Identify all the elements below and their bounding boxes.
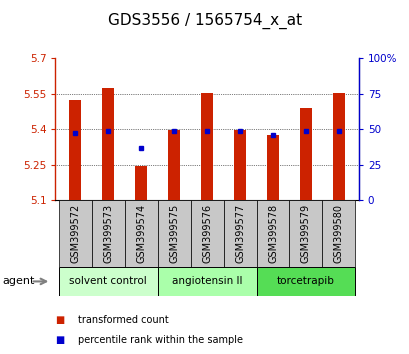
Bar: [201, 93, 212, 200]
Bar: [322, 200, 355, 267]
Text: solvent control: solvent control: [69, 276, 147, 286]
Text: agent: agent: [2, 276, 34, 286]
Bar: [157, 200, 190, 267]
Text: GSM399576: GSM399576: [202, 204, 211, 263]
Bar: [91, 200, 124, 267]
Bar: [124, 200, 157, 267]
Bar: [135, 166, 146, 200]
Text: GDS3556 / 1565754_x_at: GDS3556 / 1565754_x_at: [108, 12, 301, 29]
Bar: [333, 93, 344, 200]
Text: GSM399573: GSM399573: [103, 204, 113, 263]
Bar: [157, 267, 256, 296]
Text: ■: ■: [55, 335, 65, 345]
Text: percentile rank within the sample: percentile rank within the sample: [78, 335, 242, 345]
Bar: [299, 108, 311, 200]
Bar: [58, 200, 91, 267]
Text: GSM399579: GSM399579: [300, 204, 310, 263]
Text: GSM399577: GSM399577: [234, 204, 245, 263]
Bar: [256, 200, 289, 267]
Text: ■: ■: [55, 315, 65, 325]
Bar: [267, 135, 278, 200]
Text: torcetrapib: torcetrapib: [276, 276, 334, 286]
Text: GSM399572: GSM399572: [70, 204, 80, 263]
Bar: [69, 100, 81, 200]
Bar: [168, 130, 180, 200]
Bar: [190, 200, 223, 267]
Text: angiotensin II: angiotensin II: [171, 276, 242, 286]
Bar: [58, 267, 157, 296]
Bar: [289, 200, 322, 267]
Bar: [102, 88, 114, 200]
Bar: [256, 267, 355, 296]
Text: GSM399574: GSM399574: [136, 204, 146, 263]
Text: transformed count: transformed count: [78, 315, 168, 325]
Text: GSM399580: GSM399580: [333, 204, 343, 263]
Bar: [223, 200, 256, 267]
Bar: [234, 130, 245, 200]
Text: GSM399575: GSM399575: [169, 204, 179, 263]
Text: GSM399578: GSM399578: [267, 204, 277, 263]
